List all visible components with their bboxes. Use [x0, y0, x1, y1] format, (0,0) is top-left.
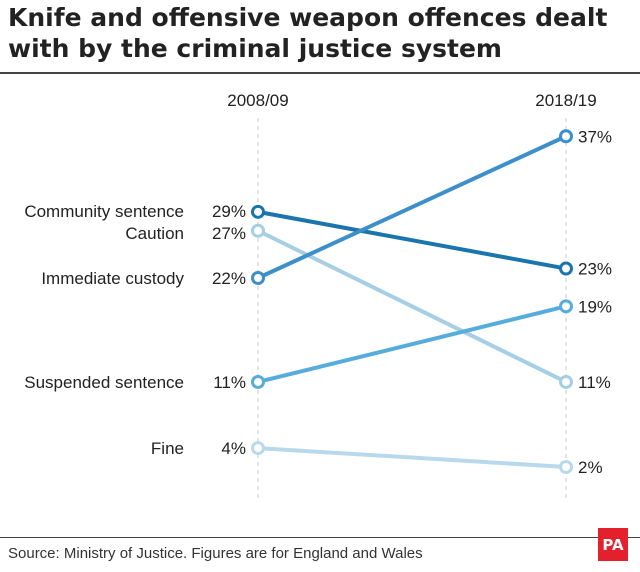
- value-label-suspended-sentence-start: 11%: [213, 373, 246, 392]
- series-name-caution: Caution: [125, 224, 184, 243]
- value-label-fine-start: 4%: [221, 439, 246, 458]
- series-name-immediate-custody: Immediate custody: [41, 269, 184, 288]
- value-label-suspended-sentence-end: 19%: [578, 297, 612, 316]
- data-point-immediate-custody-2008-09: [251, 271, 265, 285]
- series-line-immediate-custody: [256, 134, 568, 280]
- data-point-caution-2018-19: [559, 374, 573, 389]
- series-name-suspended-sentence: Suspended sentence: [24, 373, 184, 392]
- series-name-fine: Fine: [151, 439, 184, 458]
- pa-logo-text: PA: [602, 535, 624, 554]
- value-label-community-sentence-start: 29%: [212, 202, 246, 221]
- series-line-fine: [256, 446, 568, 469]
- bottom-rule: [0, 537, 640, 538]
- data-point-suspended-sentence-2008-09: [251, 374, 265, 389]
- series-line-caution: [256, 228, 568, 384]
- period-header-2018-19: 2018/19: [535, 91, 596, 110]
- data-point-suspended-sentence-2018-19: [559, 299, 573, 314]
- data-point-fine-2008-09: [251, 441, 265, 456]
- value-label-immediate-custody-end: 37%: [578, 127, 612, 146]
- top-rule: [0, 72, 640, 74]
- source-note: Source: Ministry of Justice. Figures are…: [8, 545, 423, 562]
- value-label-caution-start: 27%: [212, 224, 246, 243]
- data-point-caution-2008-09: [251, 223, 265, 238]
- pa-logo: PA: [598, 528, 628, 561]
- data-point-community-sentence-2018-19: [559, 261, 573, 276]
- value-label-fine-end: 2%: [578, 458, 603, 477]
- value-label-caution-end: 11%: [578, 373, 611, 392]
- period-header-2008-09: 2008/09: [227, 91, 288, 110]
- data-point-immediate-custody-2018-19: [559, 129, 573, 144]
- series-name-community-sentence: Community sentence: [24, 202, 184, 221]
- data-point-fine-2018-19: [559, 460, 573, 474]
- value-label-community-sentence-end: 23%: [578, 260, 612, 279]
- value-label-immediate-custody-start: 22%: [212, 269, 246, 288]
- series-line-community-sentence: [256, 209, 568, 271]
- chart-title: Knife and offensive weapon offences deal…: [8, 3, 608, 63]
- series-line-suspended-sentence: [256, 304, 568, 384]
- data-point-community-sentence-2008-09: [251, 204, 265, 219]
